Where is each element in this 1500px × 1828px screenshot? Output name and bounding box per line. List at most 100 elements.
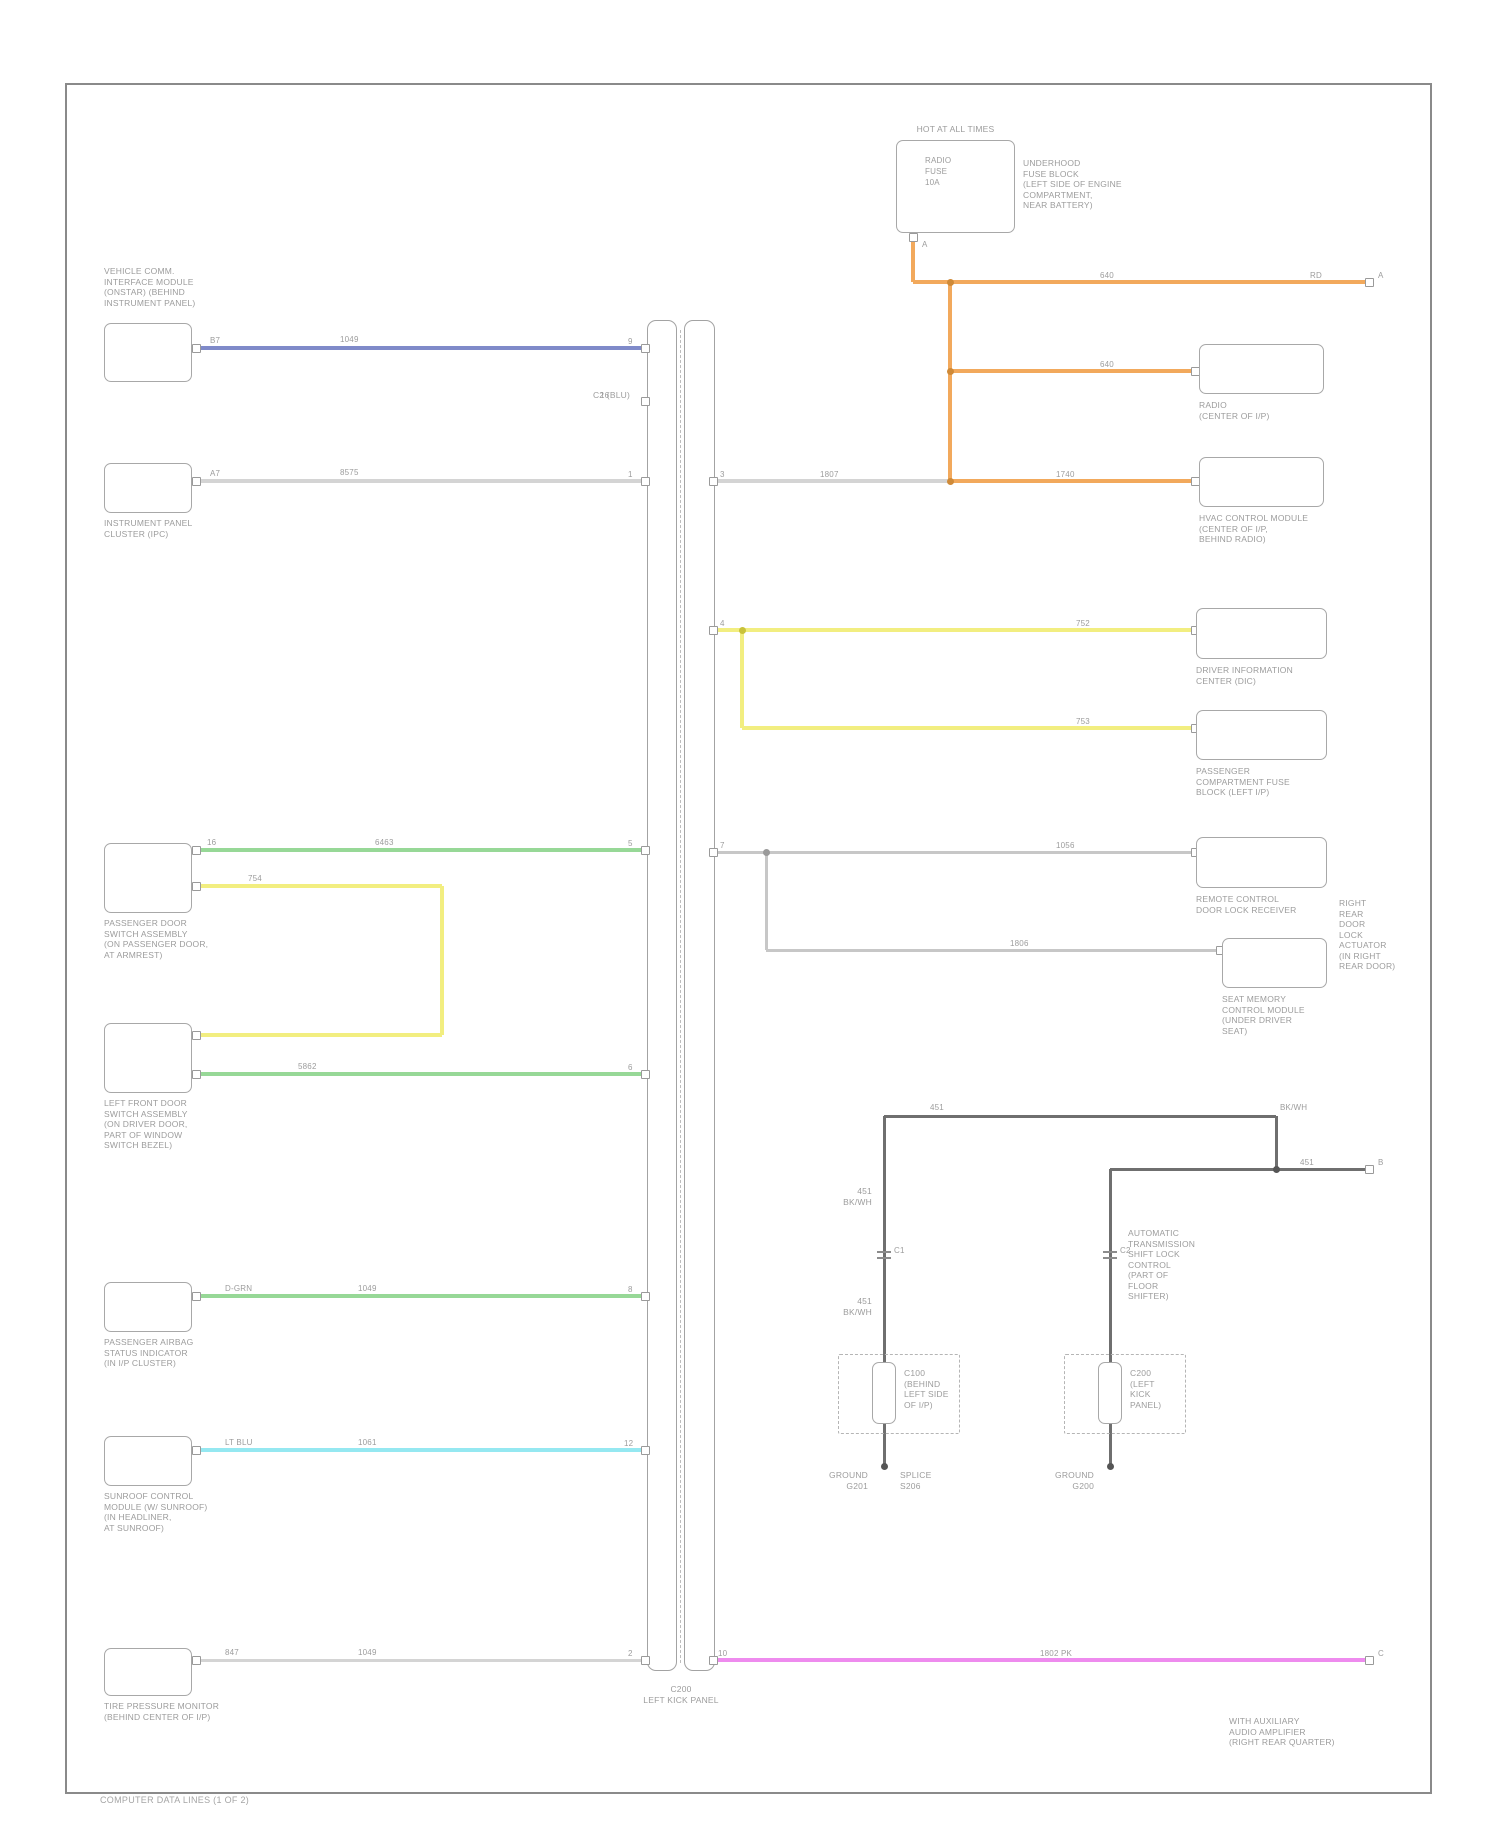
c100-label-line: OF I/P) <box>904 1399 933 1410</box>
pin-stub <box>708 1655 718 1665</box>
v1-circuit-label-a-line: 451 <box>857 1186 872 1196</box>
pin-stub <box>708 625 718 635</box>
c100-label-line: (BEHIND <box>904 1378 941 1389</box>
pass-door-label-line: (ON PASSENGER DOOR, <box>104 939 209 949</box>
wire-code-label: 1806 <box>1010 939 1029 948</box>
c200-label-line: (LEFT <box>1130 1378 1155 1389</box>
pin-stub <box>640 343 650 353</box>
rr-door-label-line: ACTUATOR <box>1339 940 1387 950</box>
inline-tick-2a-seg <box>1103 1251 1117 1253</box>
wire-code-label: 847 <box>225 1648 239 1657</box>
wire-code-label: C2 <box>1120 1246 1131 1255</box>
wire-code-label: LT BLU <box>225 1438 253 1447</box>
pin-stub <box>191 1445 201 1455</box>
v1-circuit-label-a: 451 BK/WH <box>812 1186 872 1207</box>
aux-amp-data-wire-seg <box>713 1658 1367 1662</box>
inline-tick-1a-seg <box>877 1251 891 1253</box>
driver-door-label-line: (ON DRIVER DOOR, <box>104 1119 188 1129</box>
tpm-label: TIRE PRESSURE MONITOR (BEHIND CENTER OF I… <box>104 1701 294 1722</box>
seat-memory-box <box>1222 938 1327 988</box>
pin-stub <box>191 881 201 891</box>
pin-stub <box>640 1445 650 1455</box>
shifter-label-line: SHIFTER) <box>1128 1291 1169 1301</box>
junction-dot <box>946 477 954 485</box>
tpm-box <box>104 1648 192 1696</box>
shifter-label-line: AUTOMATIC <box>1128 1228 1180 1238</box>
vcim-label-line: (ONSTAR) (BEHIND <box>104 287 185 297</box>
pass-door-label: PASSENGER DOOR SWITCH ASSEMBLY (ON PASSENG… <box>104 918 284 960</box>
inline-tick-2b-seg <box>1103 1257 1117 1259</box>
seat-memory-label-line: (UNDER DRIVER <box>1222 1015 1293 1025</box>
tpm-data-wire-seg <box>196 1658 643 1662</box>
pin-stub <box>191 1030 201 1040</box>
sunroof-box <box>104 1436 192 1486</box>
shifter-label-line: FLOOR <box>1128 1280 1159 1291</box>
wire-code-label: A7 <box>210 469 221 478</box>
bus-top-label: C2 (BLU) <box>500 390 630 401</box>
wire-code-label: 10A <box>925 178 940 187</box>
hot-label: HOT AT ALL TIMES <box>896 124 1015 135</box>
wire-code-label: BK/WH <box>1280 1103 1308 1112</box>
dic-box <box>1196 608 1327 659</box>
pin-stub <box>708 476 718 486</box>
radio-label-line: (CENTER OF I/P) <box>1199 410 1270 421</box>
wire-code-label: 1061 <box>358 1438 377 1447</box>
pin-stub <box>191 845 201 855</box>
radio-box <box>1199 344 1324 394</box>
ground-run-1-seg <box>884 1114 1276 1118</box>
ip-fuse-box <box>1196 710 1327 760</box>
fuse-block-label-line: UNDERHOOD <box>1023 158 1081 168</box>
wire-code-label: 451 <box>1300 1158 1314 1167</box>
rr-door-label-line: REAR <box>1339 908 1364 919</box>
wire-code-label: C1 <box>894 1246 905 1255</box>
ground-g201-label-line: GROUND <box>829 1470 868 1480</box>
v1-circuit-label-a-line: BK/WH <box>843 1196 872 1207</box>
fuse-block-label-line: (LEFT SIDE OF ENGINE <box>1023 179 1122 189</box>
driver-door-label-line: SWITCH ASSEMBLY <box>104 1108 188 1119</box>
door-loop-wire-seg <box>440 886 444 1035</box>
wire-code-label: 12 <box>624 1439 634 1448</box>
rr-door-label-line: REAR DOOR) <box>1339 961 1396 971</box>
wire-code-label: 1802 PK <box>1040 1649 1073 1658</box>
ground-run-2-seg <box>1108 1169 1112 1362</box>
wire-code-label: 8 <box>628 1285 633 1294</box>
junction-dot <box>946 278 954 286</box>
airbag-indicator-box <box>104 1282 192 1332</box>
bus-connector-label-line: C200 <box>670 1684 692 1694</box>
ip-fuse-label: PASSENGER COMPARTMENT FUSE BLOCK (LEFT I/P… <box>1196 766 1361 798</box>
wire-code-label: 1740 <box>1056 470 1075 479</box>
wire-code-label: 640 <box>1100 360 1114 369</box>
wire-code-label: 640 <box>1100 271 1114 280</box>
wire-code-label: 1049 <box>340 335 359 344</box>
wire-code-label: B <box>1378 1158 1384 1167</box>
driver-door-label-line: LEFT FRONT DOOR <box>104 1098 187 1108</box>
pass-door-data-wire-seg <box>196 848 643 852</box>
wire-code-label: RADIO <box>925 156 952 165</box>
wire-code-label: D-GRN <box>225 1284 253 1293</box>
pin-stub <box>640 476 650 486</box>
rr-door-label-line: DOOR <box>1339 919 1366 929</box>
hvac-box <box>1199 457 1324 507</box>
dic-label-line: CENTER (DIC) <box>1196 675 1257 686</box>
seat-memory-label-line: SEAT) <box>1222 1025 1248 1036</box>
connector-c100-dashed <box>838 1354 960 1434</box>
pin-stub <box>1364 1655 1374 1665</box>
junction-dot <box>946 367 954 375</box>
door-loop-wire-seg <box>196 1033 442 1037</box>
fuse-branch-vertical-seg <box>948 282 952 481</box>
pin-stub <box>191 343 201 353</box>
wire-code-label: A <box>922 240 928 249</box>
splice-s206-label-line: S206 <box>900 1480 921 1491</box>
hvac-label: HVAC CONTROL MODULE (CENTER OF I/P, BEHIND… <box>1199 513 1364 545</box>
aux-amp-label-line: (RIGHT REAR QUARTER) <box>1229 1737 1335 1747</box>
connector-c200-box <box>1098 1362 1122 1424</box>
ip-fuse-label-line: COMPARTMENT FUSE <box>1196 776 1290 787</box>
c200-label: C200 (LEFT KICK PANEL) <box>1130 1368 1184 1410</box>
seat-memory-label: SEAT MEMORY CONTROL MODULE (UNDER DRIVER SE… <box>1222 994 1362 1036</box>
tpm-label-line: (BEHIND CENTER OF I/P) <box>104 1711 211 1722</box>
hvac-power-wire-seg <box>950 479 1195 483</box>
shifter-label-line: TRANSMISSION <box>1128 1238 1196 1249</box>
cluster-label-line: INSTRUMENT PANEL <box>104 518 193 528</box>
tpm-label-line: TIRE PRESSURE MONITOR <box>104 1701 220 1711</box>
